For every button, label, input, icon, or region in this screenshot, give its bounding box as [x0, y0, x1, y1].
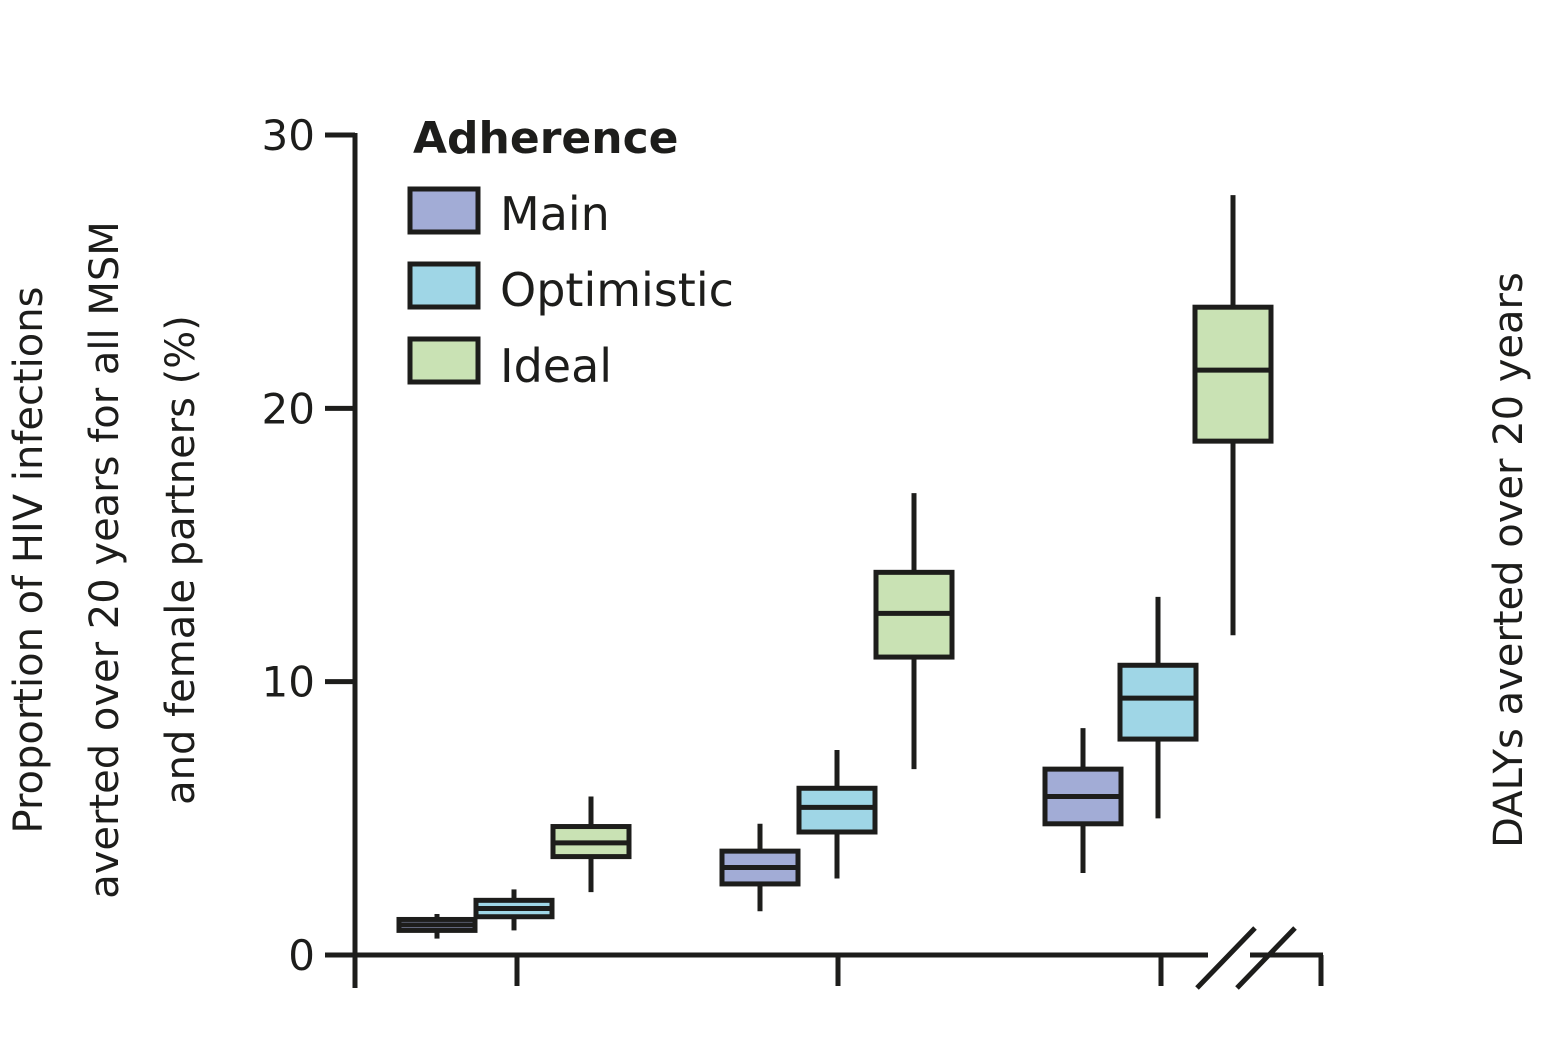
- iqr-box-ideal-group-3: [1192, 304, 1274, 444]
- legend-label-optimistic: Optimistic: [500, 263, 734, 317]
- box-main-group-3: [1042, 728, 1124, 873]
- legend-label-main: Main: [500, 187, 610, 241]
- y-tick-label-30: 30: [262, 111, 315, 160]
- box-optimistic-group-3: [1117, 596, 1199, 819]
- iqr-box-optimistic-group-3: [1117, 662, 1199, 742]
- box-ideal-group-2: [873, 493, 955, 770]
- legend: Adherence Main Optimistic Ideal: [407, 113, 734, 393]
- box-ideal-group-1: [550, 796, 632, 893]
- y-axis-title-line-1: Proportion of HIV infections: [6, 287, 52, 834]
- y-tick-label-20: 20: [262, 384, 315, 433]
- y-axis-title-line-2: averted over 20 years for all MSM: [82, 221, 128, 899]
- legend-title: Adherence: [413, 113, 679, 164]
- legend-item-ideal: Ideal: [407, 336, 612, 393]
- y-tick-label-0: 0: [288, 931, 315, 980]
- iqr-box-optimistic-group-2: [796, 785, 878, 835]
- box-optimistic-group-1: [473, 889, 555, 931]
- legend-item-main: Main: [407, 186, 610, 241]
- right-axis-title: DALYs averted over 20 years: [1486, 272, 1532, 848]
- y-axis-title-line-3: and female partners (%): [158, 315, 204, 805]
- box-series: [396, 195, 1274, 939]
- x-axis-break-mark-1: [1195, 926, 1257, 990]
- legend-item-optimistic: Optimistic: [407, 261, 734, 317]
- box-optimistic-group-2: [796, 750, 878, 879]
- y-tick-label-10: 10: [262, 658, 315, 707]
- box-main-group-2: [719, 823, 801, 912]
- legend-swatch-optimistic: [407, 261, 481, 310]
- legend-label-ideal: Ideal: [500, 339, 612, 393]
- legend-swatch-ideal: [407, 336, 481, 385]
- box-main-group-1: [396, 914, 478, 939]
- x-axis-break-mark-2: [1235, 926, 1297, 990]
- box-ideal-group-3: [1192, 195, 1274, 636]
- legend-swatch-main: [407, 186, 481, 235]
- y-axis-ticks: 0 10 20 30: [262, 111, 355, 980]
- y-axis-title: Proportion of HIV infections averted ove…: [6, 221, 204, 899]
